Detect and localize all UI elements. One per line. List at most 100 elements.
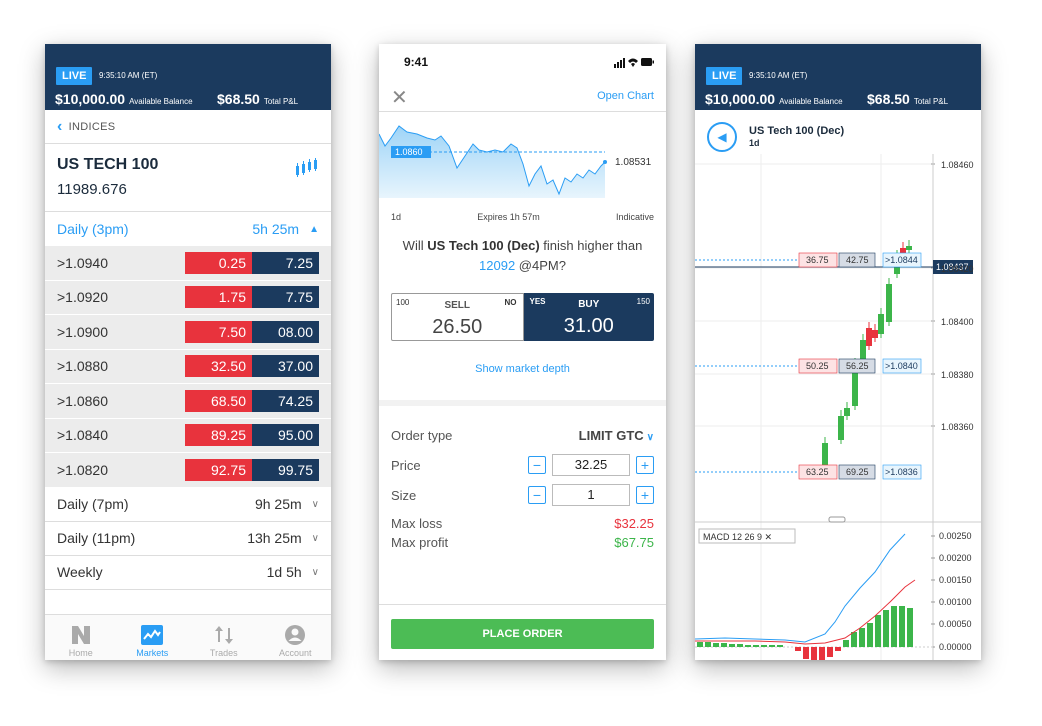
buy-price-button[interactable]: 99.75 (252, 458, 319, 481)
sell-button[interactable]: 100 NO SELL 26.50 (391, 293, 524, 341)
tab-trades[interactable]: Trades (188, 615, 260, 660)
strike-row: >1.0820 92.75 99.75 (45, 453, 331, 488)
macd-histogram-bar (713, 643, 719, 647)
show-market-depth-link[interactable]: Show market depth (475, 363, 570, 375)
macd-histogram-bar (761, 645, 767, 647)
chevron-left-icon[interactable]: ‹ (57, 117, 63, 135)
candle-body (838, 416, 844, 440)
macd-tick-label: 0.00050 (939, 619, 972, 629)
buy-price-button[interactable]: 74.25 (252, 389, 319, 412)
signal-wifi-battery-icon (614, 58, 654, 68)
size-row: Size − 1 + (379, 480, 666, 510)
sell-price-button[interactable]: 92.75 (185, 458, 252, 481)
buy-price-button[interactable]: 08.00 (252, 320, 319, 343)
band-sell-box (798, 464, 838, 480)
price-tick-label: 1.08400 (941, 317, 974, 327)
back-icon[interactable]: ◀ (707, 122, 737, 152)
strike-label: >1.0940 (57, 254, 108, 271)
order-top-nav: ✕ Open Chart (379, 80, 666, 112)
markets-chart-icon (141, 625, 164, 645)
contract-question: Will US Tech 100 (Dec) finish higher tha… (402, 238, 643, 273)
chevron-down-icon[interactable]: ∨ (311, 498, 319, 510)
candlestick-icon[interactable] (295, 158, 319, 178)
macd-histogram-bar (697, 642, 703, 647)
chevron-down-icon[interactable]: ∨ (311, 532, 319, 544)
open-chart-link[interactable]: Open Chart (597, 90, 654, 102)
status-clock: 9:41 (404, 55, 429, 69)
band-level-box (882, 358, 922, 374)
price-decrement-button[interactable]: − (528, 456, 546, 474)
price-area (379, 126, 605, 198)
live-badge: LIVE (56, 67, 93, 85)
expiry-section-row[interactable]: Weekly 1d 5h ∨ (45, 556, 331, 590)
section-list: Daily (7pm) 9h 25m ∨ Daily (11pm) 13h 25m ∨ We… (45, 488, 331, 590)
price-increment-button[interactable]: + (636, 456, 654, 474)
size-increment-button[interactable]: + (636, 486, 654, 504)
order-type-select[interactable]: LIMIT GTC ∨ (578, 427, 654, 443)
macd-label: MACD 12 26 9 ✕ (703, 532, 772, 542)
strike-row: >1.0860 68.50 74.25 (45, 384, 331, 419)
price-tick-label: 1.08460 (941, 160, 974, 170)
price-input[interactable]: 32.25 (552, 454, 630, 476)
candlestick-chart: 1.08437 36.75 42.75 >1.0844 50.25 56.25 >1.084… (695, 154, 981, 660)
macd-histogram-bar (891, 606, 897, 647)
macd-histogram-bar (737, 644, 743, 647)
sell-price-button[interactable]: 0.25 (185, 251, 252, 274)
band-level-label: >1.0844 (885, 255, 918, 265)
total-pnl: $68.50 Total P&L (867, 91, 949, 107)
candle-body (844, 408, 850, 416)
tab-markets[interactable]: Markets (117, 615, 189, 660)
buy-sell-ticket: 100 NO SELL 26.50 YES 150 BUY 31.00 (391, 293, 654, 341)
buy-price-button[interactable]: 7.75 (252, 286, 319, 309)
tab-home[interactable]: Home (45, 615, 117, 660)
current-price-tag (933, 260, 973, 274)
macd-tick-label: 0.00100 (939, 597, 972, 607)
breadcrumb[interactable]: ‹ INDICES (45, 110, 331, 144)
band-buy-label: 42.75 (846, 255, 869, 265)
chart-screen: LIVE 9:35:10 AM (ET) $10,000.00 Available… (695, 44, 981, 660)
strike-row: >1.0840 89.25 95.00 (45, 418, 331, 453)
sell-price-button[interactable]: 68.50 (185, 389, 252, 412)
chevron-up-icon[interactable]: ▲ (309, 223, 319, 235)
strike-label: >1.0860 (57, 392, 108, 409)
band-buy-box (838, 464, 876, 480)
expiry-section-row[interactable]: Daily (11pm) 13h 25m ∨ (45, 522, 331, 556)
band-buy-label: 69.25 (846, 467, 869, 477)
macd-histogram-bar (769, 645, 775, 647)
size-input[interactable]: 1 (552, 484, 630, 506)
macd-histogram-bar (843, 640, 849, 647)
buy-price-button[interactable]: 37.00 (252, 355, 319, 378)
account-header: LIVE 9:35:10 AM (ET) $10,000.00 Available… (45, 44, 331, 110)
buy-price-button[interactable]: 95.00 (252, 424, 319, 447)
macd-histogram-bar (803, 647, 809, 659)
sell-price-button[interactable]: 1.75 (185, 286, 252, 309)
section-daily-3pm[interactable]: Daily (3pm) 5h 25m ▲ (57, 221, 319, 237)
band-sell-label: 50.25 (806, 361, 829, 371)
macd-histogram-bar (883, 610, 889, 647)
sell-price-button[interactable]: 7.50 (185, 320, 252, 343)
header-time: 9:35:10 AM (ET) (749, 71, 808, 80)
market-title-block: US TECH 100 11989.676 (45, 144, 331, 212)
order-screen: 9:41 ✕ Open Chart 1.0860 1.08531 1d Expi… (379, 44, 666, 660)
strike-row: >1.0920 1.75 7.75 (45, 280, 331, 315)
price-row: Price − 32.25 + (379, 450, 666, 480)
max-profit-value: $67.75 (614, 535, 654, 550)
price-stepper: − 32.25 + (528, 454, 654, 476)
expiry-section-row[interactable]: Daily (7pm) 9h 25m ∨ (45, 488, 331, 522)
macd-histogram-bar (899, 606, 905, 647)
band-level-label: >1.0840 (885, 361, 918, 371)
chevron-down-icon[interactable]: ∨ (311, 566, 319, 578)
place-order-button[interactable]: PLACE ORDER (391, 619, 654, 649)
tab-account[interactable]: Account (260, 615, 332, 660)
size-decrement-button[interactable]: − (528, 486, 546, 504)
sell-price-button[interactable]: 32.50 (185, 355, 252, 378)
macd-histogram-bar (811, 647, 817, 660)
market-name: US TECH 100 (57, 156, 159, 173)
close-icon[interactable]: ✕ (391, 87, 408, 109)
buy-price-button[interactable]: 7.25 (252, 251, 319, 274)
sell-price-button[interactable]: 89.25 (185, 424, 252, 447)
candle-body (872, 330, 878, 338)
macd-histogram-bar (835, 647, 841, 651)
available-balance: $10,000.00 Available Balance (55, 91, 193, 107)
buy-button[interactable]: YES 150 BUY 31.00 (523, 293, 654, 341)
